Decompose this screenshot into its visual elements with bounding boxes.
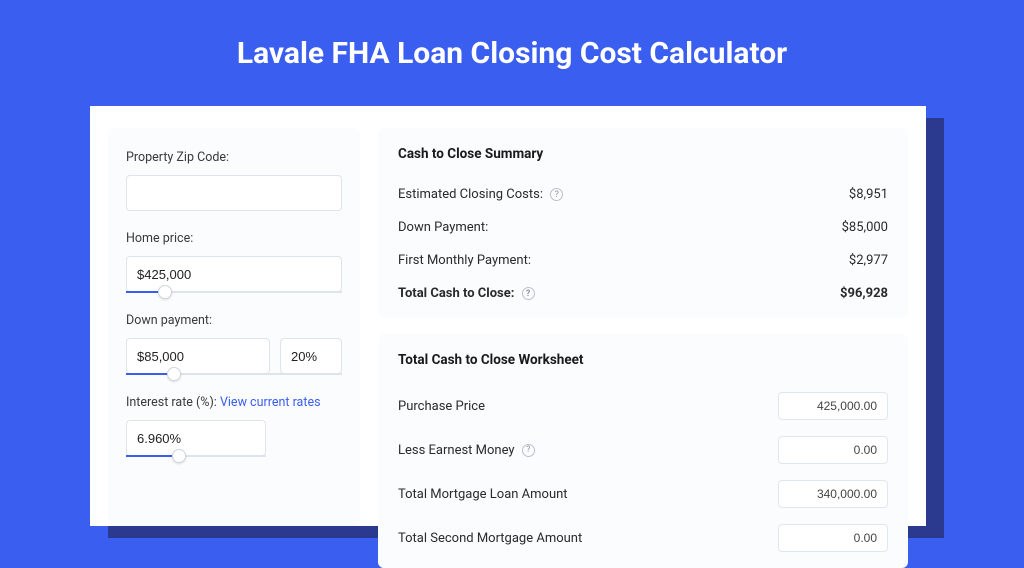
home-price-field: Home price:	[126, 231, 342, 293]
interest-rate-slider[interactable]	[126, 455, 266, 457]
page-title: Lavale FHA Loan Closing Cost Calculator	[0, 0, 1024, 97]
worksheet-row-value[interactable]	[778, 436, 888, 464]
summary-rows: Estimated Closing Costs: ? $8,951 Down Pay…	[398, 178, 888, 310]
zip-input[interactable]	[126, 175, 342, 211]
worksheet-row-value[interactable]	[778, 392, 888, 420]
interest-rate-label: Interest rate (%): View current rates	[126, 395, 342, 410]
summary-row-value: $96,928	[840, 286, 888, 301]
help-icon[interactable]: ?	[522, 287, 535, 300]
down-payment-input[interactable]	[126, 338, 270, 374]
summary-row-label: Down Payment:	[398, 220, 488, 235]
summary-row: Down Payment: $85,000	[398, 211, 888, 244]
help-icon[interactable]: ?	[522, 444, 535, 457]
interest-rate-label-text: Interest rate (%):	[126, 395, 220, 410]
worksheet-row-value[interactable]	[778, 480, 888, 508]
worksheet-row-label: Purchase Price	[398, 399, 485, 414]
down-payment-slider[interactable]	[126, 373, 342, 375]
results-column: Cash to Close Summary Estimated Closing …	[378, 128, 908, 526]
worksheet-panel: Total Cash to Close Worksheet Purchase P…	[378, 334, 908, 568]
summary-row-value: $85,000	[842, 220, 888, 235]
summary-title: Cash to Close Summary	[398, 146, 888, 162]
worksheet-rows: Purchase Price Less Earnest Money ? Total …	[398, 384, 888, 560]
inputs-panel: Property Zip Code: Home price: Down paym…	[108, 128, 360, 526]
worksheet-row-label: Less Earnest Money ?	[398, 443, 535, 458]
summary-row-label: Estimated Closing Costs: ?	[398, 187, 563, 202]
down-payment-field: Down payment:	[126, 313, 342, 375]
help-icon[interactable]: ?	[550, 188, 563, 201]
worksheet-row: Total Second Mortgage Amount	[398, 516, 888, 560]
down-payment-slider-knob[interactable]	[167, 367, 181, 381]
worksheet-row-label: Total Second Mortgage Amount	[398, 531, 582, 546]
summary-row-label: First Monthly Payment:	[398, 253, 531, 268]
zip-label: Property Zip Code:	[126, 150, 342, 165]
down-payment-pct-input[interactable]	[280, 338, 342, 374]
home-price-slider[interactable]	[126, 291, 342, 293]
worksheet-row-value[interactable]	[778, 524, 888, 552]
interest-rate-input[interactable]	[126, 420, 266, 456]
home-price-input[interactable]	[126, 256, 342, 292]
summary-row: Total Cash to Close: ? $96,928	[398, 277, 888, 310]
worksheet-title: Total Cash to Close Worksheet	[398, 352, 888, 368]
summary-row-value: $8,951	[849, 187, 888, 202]
zip-field: Property Zip Code:	[126, 150, 342, 211]
worksheet-row: Purchase Price	[398, 384, 888, 428]
calculator-card: Property Zip Code: Home price: Down paym…	[90, 106, 926, 526]
worksheet-row: Total Mortgage Loan Amount	[398, 472, 888, 516]
down-payment-label: Down payment:	[126, 313, 342, 328]
summary-row: Estimated Closing Costs: ? $8,951	[398, 178, 888, 211]
worksheet-row: Less Earnest Money ?	[398, 428, 888, 472]
summary-panel: Cash to Close Summary Estimated Closing …	[378, 128, 908, 318]
interest-rate-slider-knob[interactable]	[172, 449, 186, 463]
worksheet-row-label: Total Mortgage Loan Amount	[398, 487, 568, 502]
view-rates-link[interactable]: View current rates	[220, 395, 321, 410]
home-price-label: Home price:	[126, 231, 342, 246]
summary-row-label: Total Cash to Close: ?	[398, 286, 535, 301]
summary-row-value: $2,977	[849, 253, 888, 268]
summary-row: First Monthly Payment: $2,977	[398, 244, 888, 277]
home-price-slider-knob[interactable]	[158, 285, 172, 299]
interest-rate-field: Interest rate (%): View current rates	[126, 395, 342, 457]
